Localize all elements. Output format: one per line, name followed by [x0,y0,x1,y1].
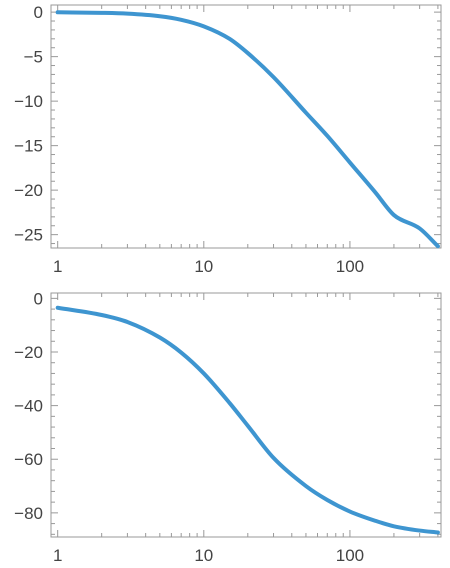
x-tick-label: 10 [194,257,213,276]
phase-panel: 0 −20 −40 −60 −80 1 10 100 [14,289,442,565]
y-tick-label: −20 [14,181,43,200]
x-tick-label: 100 [336,546,364,565]
plot-frame [50,292,442,538]
x-tick-label: 100 [336,257,364,276]
y-tick-label: −15 [14,137,43,156]
magnitude-panel: 0 −5 −10 −15 −20 −25 1 10 100 [14,3,442,276]
plot-frame [50,4,442,249]
y-tick-label: −60 [14,450,43,469]
y-tick-label: −80 [14,504,43,523]
series-line [55,305,440,535]
series-line [55,10,440,249]
x-tick-label: 10 [194,546,213,565]
x-tick-label: 1 [53,546,62,565]
y-tick-label: −10 [14,92,43,111]
y-tick-label: −20 [14,343,43,362]
y-tick-label: 0 [34,3,43,22]
y-tick-label: −5 [24,48,43,67]
y-tick-label: 0 [34,289,43,308]
x-tick-label: 1 [53,257,62,276]
y-tick-label: −40 [14,397,43,416]
y-tick-label: −25 [14,226,43,245]
